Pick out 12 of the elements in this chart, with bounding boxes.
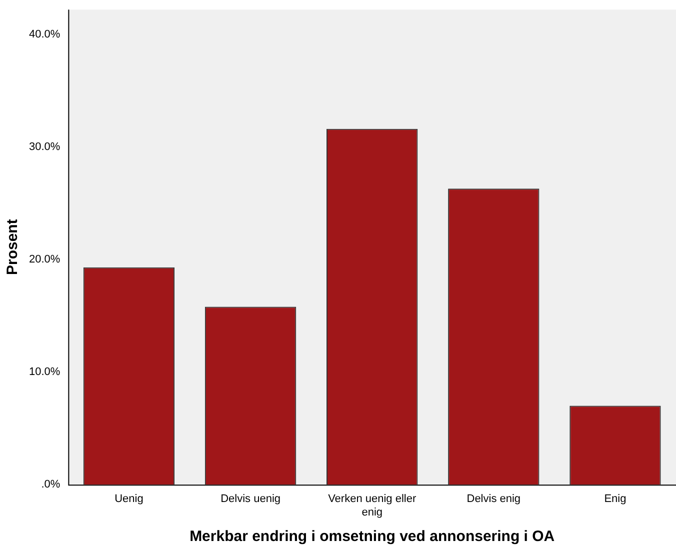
y-axis-title: Prosent <box>4 219 22 276</box>
x-tick-label: Verken uenig eller enig <box>328 493 416 518</box>
y-tick-label: 30.0% <box>28 140 60 153</box>
x-tick-label: Uenig <box>114 493 144 506</box>
x-tick-label: Delvis enig <box>466 493 521 506</box>
y-tick-label: 40.0% <box>28 28 60 40</box>
x-tick-label: Delvis uenig <box>220 493 280 506</box>
x-tick-label: Enig <box>604 493 626 506</box>
x-axis-title: Merkbar endring i omsetning ved annonsering i OA <box>190 528 555 546</box>
y-tick-label: 10.0% <box>28 366 60 378</box>
y-tick-label: .0% <box>41 478 60 491</box>
y-tick-label: 20.0% <box>28 254 60 266</box>
